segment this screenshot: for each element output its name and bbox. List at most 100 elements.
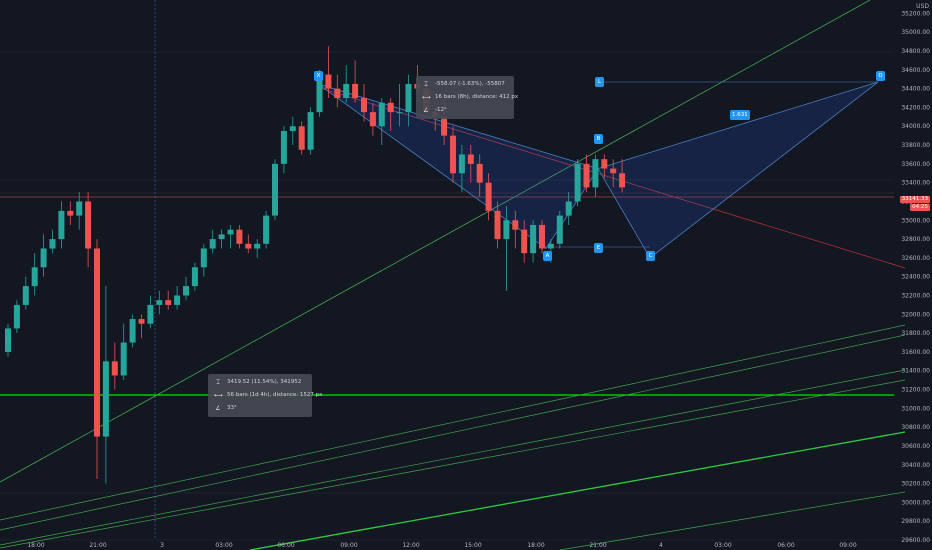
- measure-box-1[interactable]: ⌶ -558.07 (-1.63%), -55807 ⟷ 16 bars (8h),…: [416, 76, 518, 119]
- candle-body[interactable]: [467, 154, 474, 164]
- price-tick-label: 33600.00: [901, 161, 930, 168]
- candle-body[interactable]: [494, 210, 501, 240]
- candle-body[interactable]: [76, 201, 83, 216]
- candle-body[interactable]: [5, 328, 11, 352]
- candle-body[interactable]: [352, 83, 359, 99]
- candle-body[interactable]: [94, 248, 100, 437]
- candle-body[interactable]: [574, 163, 581, 202]
- candle-body[interactable]: [361, 98, 367, 113]
- candle-body[interactable]: [387, 102, 394, 113]
- candle-body[interactable]: [280, 130, 287, 164]
- candle-body[interactable]: [102, 361, 109, 437]
- candle-body[interactable]: [183, 286, 189, 296]
- candle-body[interactable]: [254, 243, 261, 249]
- candle-body[interactable]: [147, 304, 154, 324]
- candle-body[interactable]: [298, 126, 305, 150]
- candle-body[interactable]: [165, 300, 172, 305]
- candle-body[interactable]: [156, 300, 163, 305]
- price-tick-label: 31000.00: [901, 405, 930, 412]
- candle-body[interactable]: [369, 112, 376, 127]
- candle-body[interactable]: [441, 116, 448, 136]
- candle-body[interactable]: [85, 201, 92, 249]
- candle-body[interactable]: [218, 234, 225, 240]
- candle-body[interactable]: [307, 112, 314, 150]
- trend-line[interactable]: [0, 379, 906, 549]
- candle-body[interactable]: [343, 83, 350, 99]
- trend-line[interactable]: [559, 491, 906, 550]
- price-tick-label: 29600.00: [901, 537, 930, 544]
- pattern-triangle[interactable]: [317, 83, 599, 250]
- candle-body[interactable]: [592, 159, 599, 188]
- candle-body[interactable]: [209, 239, 216, 249]
- candle-body[interactable]: [547, 243, 554, 249]
- measure-price: -558.07 (-1.63%), -55807: [435, 81, 505, 87]
- candle-body[interactable]: [236, 229, 243, 244]
- candle-body[interactable]: [458, 154, 465, 174]
- candle-body[interactable]: [565, 201, 572, 216]
- candle-body[interactable]: [521, 229, 528, 254]
- pattern-ratio[interactable]: 1.631: [730, 110, 750, 120]
- candle-body[interactable]: [619, 173, 626, 188]
- price-tick-label: 32800.00: [901, 236, 930, 243]
- pattern-point-d[interactable]: D: [876, 71, 885, 81]
- candle-body[interactable]: [31, 267, 38, 287]
- trend-line[interactable]: [0, 0, 871, 483]
- candle-body[interactable]: [503, 220, 510, 240]
- trend-line[interactable]: [0, 334, 906, 531]
- candles: [5, 46, 626, 484]
- time-tick-label: 18:00: [27, 542, 44, 549]
- price-tick-label: 32200.00: [901, 293, 930, 300]
- pattern-point-c[interactable]: C: [646, 251, 655, 261]
- price-tick-label: 31600.00: [901, 349, 930, 356]
- candle-body[interactable]: [601, 159, 608, 169]
- time-tick-label: 06:00: [777, 542, 794, 549]
- trend-line[interactable]: [0, 324, 906, 521]
- candle-body[interactable]: [200, 248, 207, 268]
- candle-body[interactable]: [227, 229, 234, 235]
- candle-body[interactable]: [476, 163, 483, 183]
- candle-body[interactable]: [610, 168, 617, 174]
- candle-body[interactable]: [263, 215, 270, 244]
- candle-body[interactable]: [13, 304, 20, 329]
- candle-body[interactable]: [49, 239, 56, 249]
- measure-box-2[interactable]: ⌶ 3419.52 (11.54%), 341952 ⟷ 56 bars (1d 4…: [208, 374, 322, 417]
- candle-body[interactable]: [40, 248, 47, 268]
- candle-body[interactable]: [396, 112, 403, 114]
- candle-body[interactable]: [485, 182, 492, 211]
- candle-body[interactable]: [316, 74, 323, 113]
- candle-body[interactable]: [138, 319, 145, 324]
- trend-line[interactable]: [0, 369, 906, 546]
- price-tick-label: 30000.00: [901, 499, 930, 506]
- candle-body[interactable]: [129, 319, 136, 343]
- candle-body[interactable]: [67, 210, 74, 216]
- candle-body[interactable]: [556, 215, 563, 244]
- pattern-point-e[interactable]: E: [594, 243, 603, 253]
- candle-body[interactable]: [120, 342, 127, 376]
- candle-body[interactable]: [405, 83, 412, 113]
- candle-body[interactable]: [512, 220, 519, 230]
- candle-body[interactable]: [22, 286, 29, 305]
- candle-body[interactable]: [111, 361, 118, 376]
- candle-body[interactable]: [583, 163, 590, 188]
- candle-body[interactable]: [378, 102, 385, 127]
- candle-body[interactable]: [245, 243, 252, 249]
- candle-body[interactable]: [272, 163, 278, 216]
- candle-body[interactable]: [450, 135, 456, 174]
- candle-body[interactable]: [530, 224, 537, 254]
- candle-body[interactable]: [191, 267, 198, 287]
- pattern-point-x[interactable]: X: [314, 71, 323, 81]
- pattern-point-l[interactable]: L: [595, 77, 604, 87]
- candle-body[interactable]: [334, 88, 341, 99]
- price-range-icon: ⌶: [424, 81, 428, 88]
- candle-body[interactable]: [58, 210, 65, 240]
- price-tick-label: 30600.00: [901, 443, 930, 450]
- candle-body[interactable]: [539, 224, 545, 249]
- pattern-point-b[interactable]: B: [594, 134, 603, 144]
- trend-line[interactable]: [249, 431, 906, 550]
- candle-body[interactable]: [325, 74, 332, 89]
- candle-body[interactable]: [289, 126, 296, 131]
- candle-body[interactable]: [174, 295, 181, 305]
- time-axis: 18:00 21:00 3 03:00 06:00 09:00 12:00 15:00 18:0…: [27, 542, 856, 549]
- pattern-triangle[interactable]: [597, 81, 879, 259]
- pattern-point-a[interactable]: A: [543, 251, 552, 261]
